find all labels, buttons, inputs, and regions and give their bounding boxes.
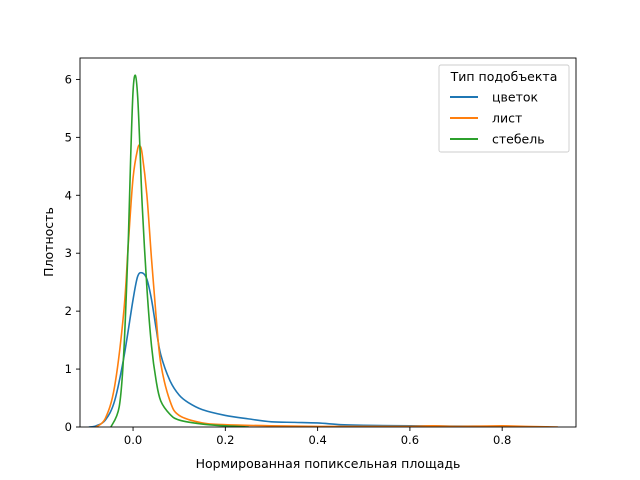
legend-label: стебель <box>492 132 545 147</box>
legend-item-leaf: лист <box>450 111 522 126</box>
legend: Тип подобъекта цветок лист стебель <box>438 64 570 153</box>
y-tick-label: 2 <box>65 304 72 318</box>
legend-label: лист <box>492 111 522 126</box>
y-tick-label: 6 <box>65 72 72 86</box>
series-line-0 <box>88 271 550 427</box>
x-axis-ticks: 0.0 0.2 0.4 0.6 0.8 <box>124 427 511 447</box>
x-tick-label: 0.4 <box>308 433 326 447</box>
legend-item-stem: стебель <box>450 132 545 147</box>
x-tick-label: 0.6 <box>401 433 419 447</box>
plot-area: 0.0 0.2 0.4 0.6 0.8 0 1 2 3 4 5 6 <box>65 57 577 447</box>
x-tick-label: 0.8 <box>493 433 511 447</box>
y-axis-label: Плотность <box>41 207 56 277</box>
legend-label: цветок <box>492 90 538 105</box>
x-axis-label: Нормированная попиксельная площадь <box>196 456 461 471</box>
y-tick-label: 1 <box>65 362 72 376</box>
y-tick-label: 5 <box>65 130 72 144</box>
y-tick-label: 3 <box>65 246 72 260</box>
legend-item-flower: цветок <box>450 90 538 105</box>
x-tick-label: 0.0 <box>124 433 142 447</box>
x-tick-label: 0.2 <box>216 433 234 447</box>
y-tick-label: 4 <box>65 188 72 202</box>
legend-box <box>438 64 570 153</box>
y-axis-ticks: 0 1 2 3 4 5 6 <box>65 72 80 434</box>
series-line-2 <box>110 74 250 427</box>
legend-title: Тип подобъекта <box>450 69 558 84</box>
y-tick-label: 0 <box>65 420 72 434</box>
series-layer <box>88 74 559 427</box>
axes-frame <box>79 57 577 428</box>
